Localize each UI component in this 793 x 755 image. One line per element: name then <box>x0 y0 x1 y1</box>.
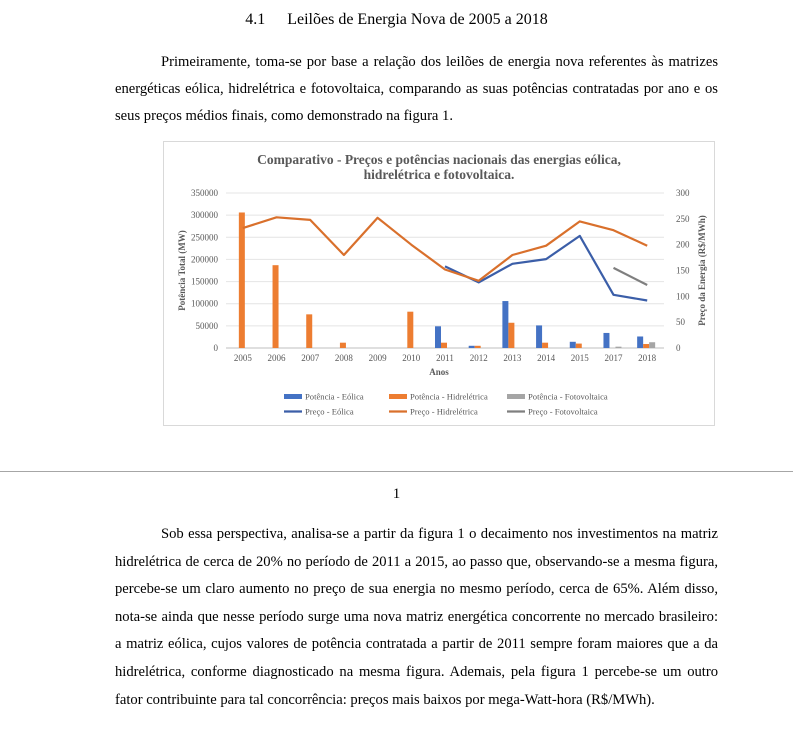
bar-potência-fotovoltaica <box>615 346 622 348</box>
x-tick-label: 2010 <box>402 353 421 363</box>
x-tick-label: 2009 <box>369 353 388 363</box>
bar-potência-hidrelétrica <box>339 342 346 348</box>
line-preço-hidrelétrica <box>242 216 648 282</box>
chart-svg: Comparativo - Preços e potências naciona… <box>177 152 707 417</box>
bar-potência-eólica <box>569 341 576 348</box>
bar-potência-hidrelétrica <box>542 342 549 348</box>
section-number: 4.1 <box>245 11 266 28</box>
y-left-tick-label: 350000 <box>191 188 219 198</box>
y-left-tick-label: 100000 <box>191 299 219 309</box>
bar-potência-hidrelétrica <box>238 212 245 348</box>
bar-potência-hidrelétrica <box>306 314 313 348</box>
y-right-axis-title: Preço da Energia (R$/MWh) <box>697 215 707 326</box>
x-tick-label: 2007 <box>301 353 320 363</box>
bar-potência-fotovoltaica <box>649 342 656 348</box>
y-left-tick-label: 300000 <box>191 210 219 220</box>
line-preço-eólica <box>444 234 648 302</box>
bar-potência-eólica <box>637 336 644 348</box>
bar-potência-eólica <box>435 326 441 348</box>
y-right-tick-label: 50 <box>676 317 686 327</box>
legend-label: Preço - Hidrelétrica <box>410 407 478 417</box>
y-right-tick-label: 150 <box>676 266 690 276</box>
y-left-tick-label: 150000 <box>191 277 219 287</box>
y-left-tick-label: 250000 <box>191 232 219 242</box>
y-right-tick-label: 0 <box>676 343 681 353</box>
page-number: 1 <box>392 486 401 502</box>
section-title: Leilões de Energia Nova de 2005 a 2018 <box>287 11 548 28</box>
y-right-tick-label: 100 <box>676 291 690 301</box>
y-left-axis-title: Potência Total (MW) <box>177 230 187 311</box>
paragraph-intro: Primeiramente, toma-se por base a relaçã… <box>115 54 718 124</box>
bar-potência-hidrelétrica <box>272 265 279 348</box>
y-left-tick-label: 0 <box>214 343 219 353</box>
bar-potência-hidrelétrica <box>643 344 650 348</box>
y-right-tick-label: 200 <box>676 240 690 250</box>
x-tick-label: 2008 <box>335 353 354 363</box>
legend-label: Potência - Hidrelétrica <box>410 392 488 402</box>
legend-swatch <box>389 394 407 399</box>
y-right-tick-label: 300 <box>676 188 690 198</box>
section-heading: 4.1 Leilões de Energia Nova de 2005 a 201… <box>0 11 793 29</box>
x-tick-label: 2018 <box>638 353 657 363</box>
legend-label: Potência - Fotovoltaica <box>528 392 608 402</box>
legend-label: Potência - Eólica <box>305 392 364 402</box>
chart-title-line: hidrelétrica e fotovoltaica. <box>364 167 515 182</box>
x-tick-label: 2006 <box>268 353 287 363</box>
paragraph-analysis: Sob essa perspectiva, analisa-se a parti… <box>115 526 718 708</box>
bar-potência-eólica <box>536 325 543 348</box>
x-tick-label: 2014 <box>537 353 556 363</box>
x-axis-title: Anos <box>429 367 449 377</box>
y-left-tick-label: 50000 <box>196 321 219 331</box>
y-left-tick-label: 200000 <box>191 254 219 264</box>
bar-potência-hidrelétrica <box>474 345 481 348</box>
bar-potência-hidrelétrica <box>407 311 414 348</box>
x-tick-label: 2017 <box>604 353 623 363</box>
chart-title-line: Comparativo - Preços e potências naciona… <box>257 152 621 167</box>
legend-swatch <box>284 394 302 399</box>
line-preço-fotovoltaica <box>613 266 648 286</box>
bar-potência-eólica <box>468 345 475 348</box>
bar-potência-hidrelétrica <box>575 343 582 348</box>
bar-potência-hidrelétrica <box>508 322 515 348</box>
figure-1-chart: Comparativo - Preços e potências naciona… <box>163 141 715 426</box>
x-tick-label: 2012 <box>470 353 488 363</box>
bar-potência-hidrelétrica <box>441 342 447 348</box>
x-tick-label: 2013 <box>503 353 522 363</box>
x-tick-label: 2011 <box>436 353 454 363</box>
x-tick-label: 2005 <box>234 353 253 363</box>
bar-potência-eólica <box>603 332 610 348</box>
x-tick-label: 2015 <box>571 353 590 363</box>
y-right-tick-label: 250 <box>676 214 690 224</box>
legend-label: Preço - Fotovoltaica <box>528 407 598 417</box>
legend-label: Preço - Eólica <box>305 407 354 417</box>
page-break-line <box>0 471 793 472</box>
bar-potência-eólica <box>502 301 509 348</box>
legend-swatch <box>507 394 525 399</box>
